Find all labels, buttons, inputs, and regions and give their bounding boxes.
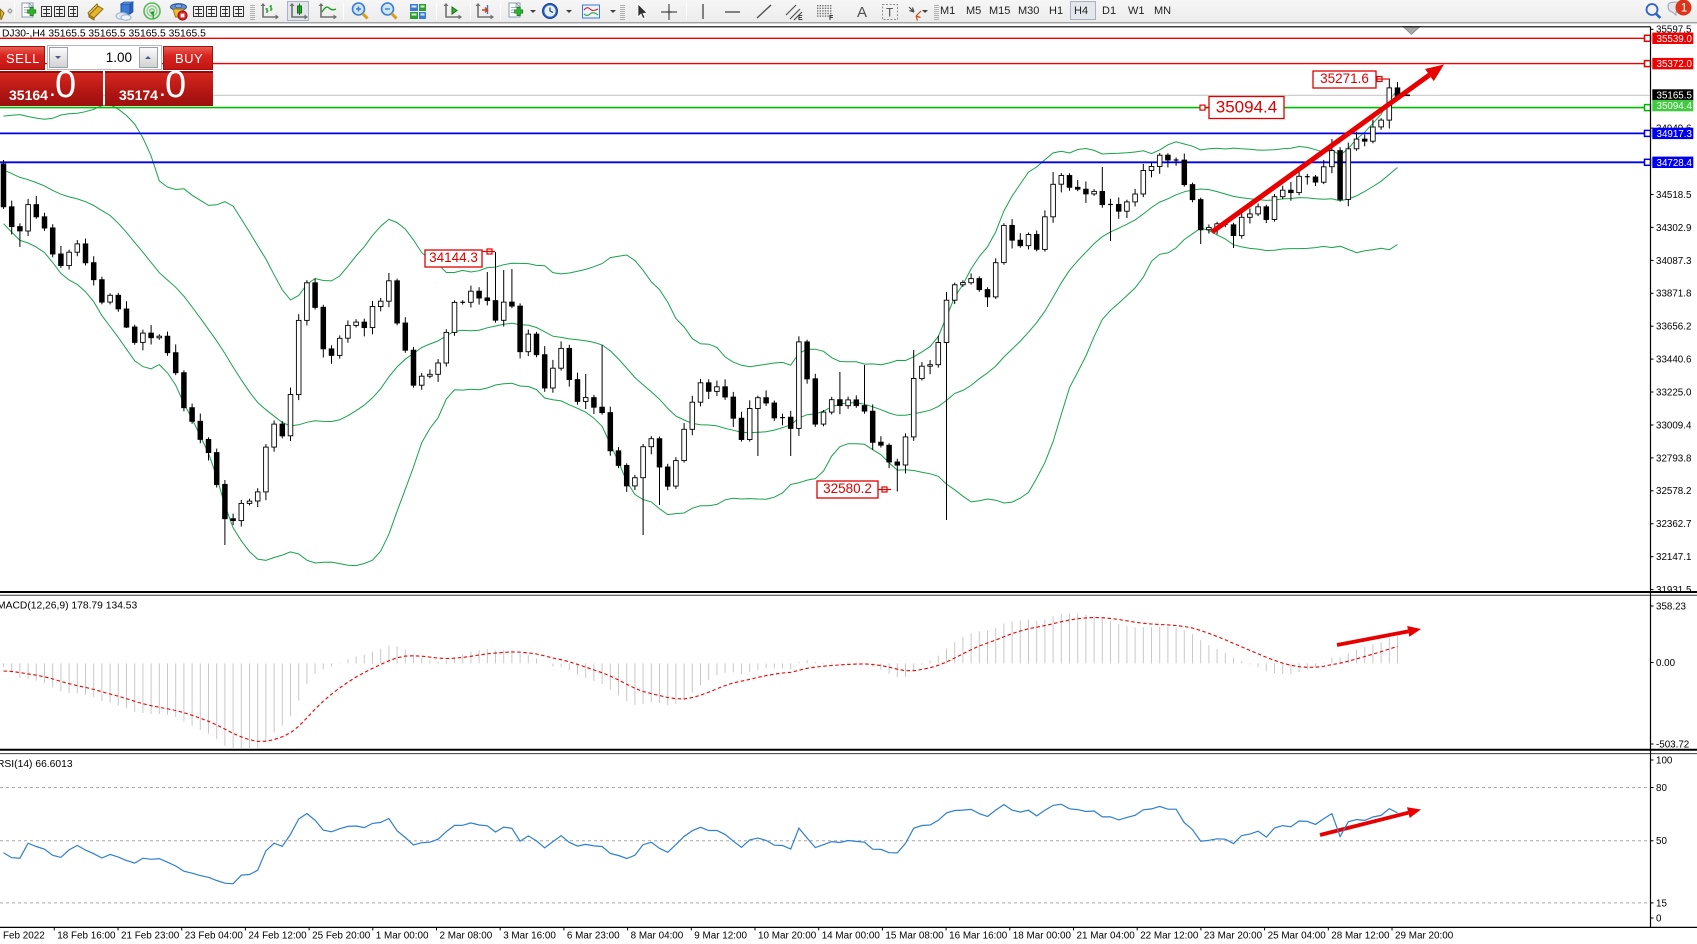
svg-text:22 Mar 12:00: 22 Mar 12:00 <box>1140 930 1199 941</box>
svg-text:6 Mar 23:00: 6 Mar 23:00 <box>567 930 620 941</box>
svg-text:32580.2: 32580.2 <box>823 481 872 496</box>
svg-text:21 Feb 23:00: 21 Feb 23:00 <box>121 930 180 941</box>
svg-text:34087.3: 34087.3 <box>1656 256 1692 267</box>
svg-text:24 Feb 12:00: 24 Feb 12:00 <box>248 930 307 941</box>
svg-text:15: 15 <box>1656 898 1667 909</box>
svg-text:F: F <box>829 15 834 22</box>
svg-text:35372.0: 35372.0 <box>1657 59 1693 70</box>
svg-text:0.00: 0.00 <box>1656 658 1676 669</box>
svg-text:E: E <box>798 15 803 22</box>
svg-text:35539.0: 35539.0 <box>1657 34 1693 45</box>
svg-text:35597.5: 35597.5 <box>1656 25 1692 36</box>
svg-text:33871.8: 33871.8 <box>1656 289 1692 300</box>
svg-text:1: 1 <box>1681 1 1688 15</box>
svg-text:34728.4: 34728.4 <box>1657 158 1693 169</box>
svg-text:32793.8: 32793.8 <box>1656 453 1692 464</box>
svg-text:-503.72: -503.72 <box>1656 739 1689 750</box>
svg-text:21 Mar 04:00: 21 Mar 04:00 <box>1077 930 1136 941</box>
svg-text:A: A <box>857 4 867 21</box>
svg-text:MACD(12,26,9) 178.79 134.53: MACD(12,26,9) 178.79 134.53 <box>0 601 138 612</box>
svg-text:32147.1: 32147.1 <box>1656 552 1691 563</box>
svg-text:80: 80 <box>1656 783 1667 794</box>
svg-text:23 Mar 20:00: 23 Mar 20:00 <box>1204 930 1263 941</box>
svg-text:0: 0 <box>1656 913 1662 924</box>
svg-text:28 Mar 12:00: 28 Mar 12:00 <box>1331 930 1390 941</box>
svg-text:33656.2: 33656.2 <box>1656 322 1691 333</box>
svg-text:1 Mar 00:00: 1 Mar 00:00 <box>376 930 429 941</box>
svg-text:T: T <box>886 6 894 20</box>
svg-text:33009.4: 33009.4 <box>1656 420 1692 431</box>
svg-text:34302.9: 34302.9 <box>1656 223 1691 234</box>
svg-text:8 Mar 04:00: 8 Mar 04:00 <box>631 930 684 941</box>
svg-text:33440.6: 33440.6 <box>1656 355 1692 366</box>
svg-text:100: 100 <box>1656 755 1673 766</box>
svg-text:18 Feb 16:00: 18 Feb 16:00 <box>57 930 116 941</box>
svg-text:29 Mar 20:00: 29 Mar 20:00 <box>1395 930 1454 941</box>
svg-text:32362.7: 32362.7 <box>1656 519 1691 530</box>
svg-text:RSI(14) 66.6013: RSI(14) 66.6013 <box>0 759 73 770</box>
svg-text:25 Mar 04:00: 25 Mar 04:00 <box>1268 930 1327 941</box>
svg-text:35271.6: 35271.6 <box>1320 71 1369 86</box>
svg-text:16 Mar 16:00: 16 Mar 16:00 <box>949 930 1008 941</box>
svg-text:35094.4: 35094.4 <box>1216 97 1277 116</box>
svg-text:33225.0: 33225.0 <box>1656 387 1692 398</box>
svg-text:34144.3: 34144.3 <box>429 250 478 265</box>
svg-text:14 Mar 00:00: 14 Mar 00:00 <box>822 930 881 941</box>
svg-text:35094.4: 35094.4 <box>1657 101 1693 112</box>
svg-text:34518.5: 34518.5 <box>1656 190 1692 201</box>
svg-text:9 Mar 12:00: 9 Mar 12:00 <box>694 930 747 941</box>
svg-text:23 Feb 04:00: 23 Feb 04:00 <box>185 930 244 941</box>
svg-text:50: 50 <box>1656 836 1667 847</box>
svg-text:25 Feb 20:00: 25 Feb 20:00 <box>312 930 371 941</box>
svg-text:DJ30-,H4 35165.5 35165.5 3516: DJ30-,H4 35165.5 35165.5 35165.5 35165.5 <box>2 29 206 40</box>
svg-text:15 Mar 08:00: 15 Mar 08:00 <box>885 930 944 941</box>
svg-text:3 Mar 16:00: 3 Mar 16:00 <box>503 930 556 941</box>
svg-text:31931.5: 31931.5 <box>1656 585 1692 596</box>
svg-text:358.23: 358.23 <box>1656 601 1687 612</box>
svg-text:32578.2: 32578.2 <box>1656 486 1691 497</box>
svg-text:10 Mar 20:00: 10 Mar 20:00 <box>758 930 817 941</box>
svg-text:18 Mar 00:00: 18 Mar 00:00 <box>1013 930 1072 941</box>
svg-text:35165.5: 35165.5 <box>1657 91 1693 102</box>
svg-text:Feb 2022: Feb 2022 <box>3 930 45 941</box>
svg-text:2 Mar 08:00: 2 Mar 08:00 <box>440 930 493 941</box>
svg-text:34917.3: 34917.3 <box>1657 129 1693 140</box>
